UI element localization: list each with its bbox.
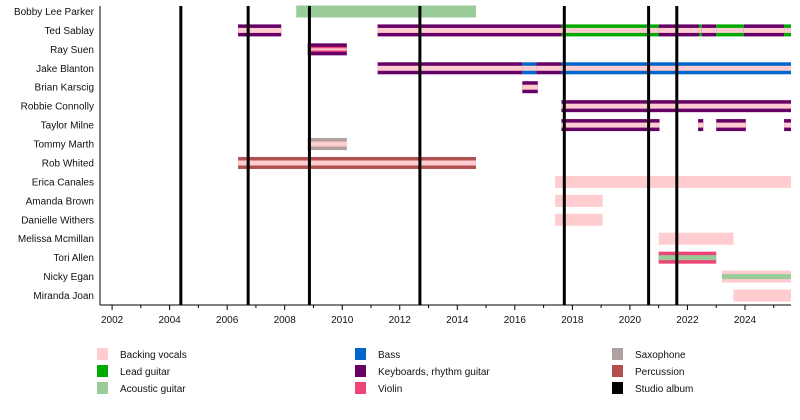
x-tick-label: 2018 bbox=[561, 315, 584, 326]
member-label: Bobby Lee Parker bbox=[14, 7, 95, 18]
x-tick-label: 2010 bbox=[331, 315, 354, 326]
member-bar-inner bbox=[784, 27, 791, 33]
legend-swatch bbox=[612, 365, 623, 377]
member-bar-inner bbox=[721, 274, 791, 280]
member-bar-inner bbox=[307, 141, 347, 147]
studio-album-line bbox=[246, 6, 250, 305]
legend-swatch bbox=[355, 365, 366, 377]
member-bar-inner bbox=[377, 65, 523, 71]
legend-label: Saxophone bbox=[635, 350, 686, 361]
member-bar-inner bbox=[522, 84, 538, 90]
x-tick-label: 2014 bbox=[446, 315, 469, 326]
member-label: Tori Allen bbox=[53, 253, 94, 264]
x-tick-label: 2020 bbox=[619, 315, 642, 326]
member-bar-inner bbox=[784, 122, 791, 128]
member-label: Miranda Joan bbox=[33, 291, 94, 302]
x-tick-label: 2002 bbox=[101, 315, 124, 326]
legend-label: Lead guitar bbox=[120, 367, 171, 378]
member-label: Jake Blanton bbox=[36, 64, 94, 75]
studio-album-line bbox=[675, 6, 679, 305]
studio-album-line bbox=[562, 6, 566, 305]
legend-label: Studio album bbox=[635, 384, 693, 395]
member-label: Melissa Mcmillan bbox=[18, 234, 94, 245]
member-label: Ted Sablay bbox=[45, 26, 94, 37]
member-label: Tommy Marth bbox=[33, 140, 94, 151]
legend-label: Backing vocals bbox=[120, 350, 187, 361]
legend-label: Violin bbox=[378, 384, 402, 395]
member-label: Taylor Milne bbox=[41, 121, 95, 132]
x-tick-label: 2024 bbox=[734, 315, 757, 326]
x-tick-label: 2016 bbox=[504, 315, 527, 326]
member-label: Rob Whited bbox=[42, 158, 94, 169]
x-tick-label: 2004 bbox=[158, 315, 181, 326]
legend-swatch bbox=[355, 348, 366, 360]
legend-swatch bbox=[97, 382, 108, 394]
member-bar bbox=[555, 213, 603, 226]
member-bar-inner bbox=[238, 27, 282, 33]
studio-album-line bbox=[647, 6, 651, 305]
x-tick-label: 2006 bbox=[216, 315, 239, 326]
legend-label: Acoustic guitar bbox=[120, 384, 186, 395]
member-bar bbox=[296, 5, 476, 18]
x-tick-label: 2008 bbox=[274, 315, 297, 326]
member-label: Amanda Brown bbox=[26, 196, 94, 207]
member-label: Erica Canales bbox=[32, 177, 94, 188]
member-bar-inner bbox=[716, 27, 744, 33]
member-bar-inner bbox=[658, 27, 699, 33]
member-bar-center bbox=[307, 48, 347, 51]
legend-label: Keyboards, rhythm guitar bbox=[378, 367, 490, 378]
member-bar-inner bbox=[658, 255, 717, 261]
legend-swatch bbox=[612, 348, 623, 360]
member-bar-inner bbox=[698, 27, 702, 33]
member-bar-inner bbox=[536, 65, 562, 71]
legend-label: Bass bbox=[378, 350, 400, 361]
legend-swatch bbox=[97, 365, 108, 377]
member-bar-inner bbox=[377, 27, 562, 33]
member-bar bbox=[733, 289, 791, 302]
member-label: Brian Karscig bbox=[35, 83, 94, 94]
member-bar-inner bbox=[743, 27, 785, 33]
member-bar-inner bbox=[698, 122, 704, 128]
member-label: Robbie Connolly bbox=[21, 102, 94, 113]
member-label: Ray Suen bbox=[50, 45, 94, 56]
member-bar-inner bbox=[716, 122, 746, 128]
member-bar-inner bbox=[561, 27, 659, 33]
member-bar-inner bbox=[238, 160, 476, 166]
member-bar bbox=[555, 194, 603, 207]
studio-album-line bbox=[418, 6, 422, 305]
legend-swatch bbox=[612, 382, 623, 394]
x-tick-label: 2012 bbox=[389, 315, 412, 326]
member-bar bbox=[658, 232, 734, 245]
member-bar-inner bbox=[522, 65, 537, 71]
legend-label: Percussion bbox=[635, 367, 684, 378]
x-tick-label: 2022 bbox=[676, 315, 699, 326]
legend-swatch bbox=[355, 382, 366, 394]
studio-album-line bbox=[179, 6, 183, 305]
legend-swatch bbox=[97, 348, 108, 360]
member-label: Nicky Egan bbox=[43, 272, 94, 283]
member-label: Danielle Withers bbox=[21, 215, 94, 226]
member-bar-inner bbox=[701, 27, 717, 33]
studio-album-line bbox=[307, 6, 311, 305]
member-bar bbox=[555, 175, 791, 188]
member-bar-inner bbox=[561, 122, 660, 128]
